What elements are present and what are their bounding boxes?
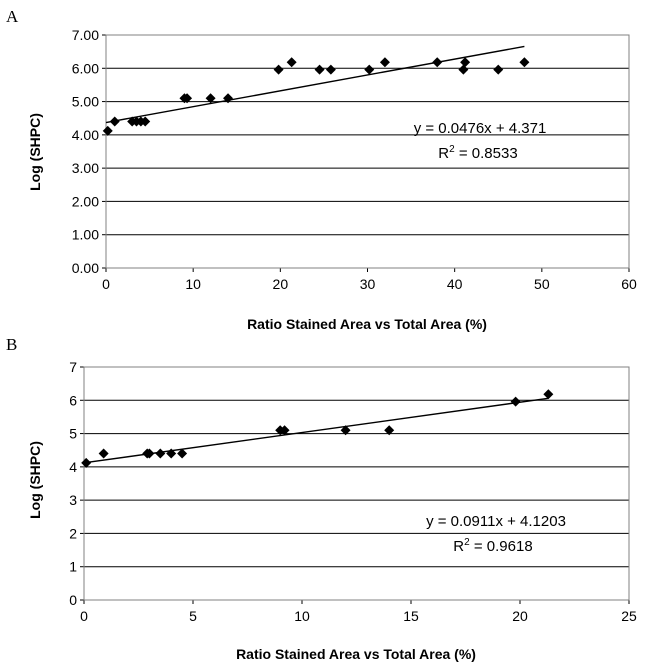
y-tick-label: 2 — [69, 525, 77, 541]
data-point — [166, 448, 177, 459]
r-squared-label: R2 = 0.9618 — [453, 537, 532, 555]
x-tick-label: 5 — [189, 608, 197, 624]
data-point — [279, 425, 290, 436]
y-tick-label: 3.00 — [72, 160, 99, 176]
x-tick-label: 20 — [512, 608, 528, 624]
panel-label: B — [6, 335, 17, 354]
data-point — [460, 57, 471, 68]
y-tick-label: 5 — [69, 426, 77, 442]
data-point — [155, 448, 166, 459]
data-point — [340, 425, 351, 436]
data-point — [379, 57, 390, 68]
x-tick-label: 10 — [185, 276, 201, 292]
data-point — [102, 125, 113, 136]
x-tick-label: 50 — [534, 276, 550, 292]
y-tick-label: 0 — [69, 592, 77, 608]
x-tick-label: 60 — [621, 276, 637, 292]
data-point — [177, 448, 188, 459]
data-points — [81, 389, 554, 468]
data-points — [102, 57, 530, 136]
x-tick-label: 0 — [80, 608, 88, 624]
data-point — [364, 64, 375, 75]
plot-area — [105, 34, 630, 269]
trend-equation: y = 0.0911x + 4.1203 — [426, 513, 566, 530]
x-tick-label: 40 — [447, 276, 463, 292]
y-tick-labels: 0.00 1.00 2.00 3.00 4.00 5.00 6.00 7.00 — [72, 27, 99, 276]
trend-equation: y = 0.0476x + 4.371 — [414, 120, 547, 137]
data-point — [109, 116, 120, 127]
y-tick-label: 5.00 — [72, 94, 99, 110]
data-point — [98, 448, 109, 459]
chart-panel-a: A 0 10 20 30 40 50 60 0.00 1.00 2.00 3.00 4.00 5.00… — [6, 7, 637, 332]
plot-area — [83, 366, 630, 601]
data-point — [140, 116, 151, 127]
y-tick-label: 2.00 — [72, 193, 99, 209]
data-point — [543, 389, 554, 400]
panel-label: A — [6, 7, 19, 26]
y-tick-label: 6 — [69, 392, 77, 408]
y-tick-label: 0.00 — [72, 260, 99, 276]
data-point — [81, 457, 92, 468]
chart-panel-b: B 0 5 10 15 20 25 0 1 2 3 4 5 6 7 Ratio Stained Area… — [6, 335, 637, 662]
y-tick-label: 7 — [69, 359, 77, 375]
data-point — [273, 64, 284, 75]
data-point — [286, 57, 297, 68]
trendline — [105, 45, 525, 124]
x-tick-label: 10 — [294, 608, 310, 624]
y-axis-title: Log (SHPC) — [27, 113, 43, 191]
x-tick-label: 15 — [403, 608, 419, 624]
x-tick-label: 0 — [102, 276, 110, 292]
y-tick-label: 4 — [69, 459, 77, 475]
data-point — [519, 57, 530, 68]
data-point — [223, 93, 234, 104]
data-point — [314, 64, 325, 75]
y-tick-label: 7.00 — [72, 27, 99, 43]
data-point — [144, 448, 155, 459]
data-point — [384, 425, 395, 436]
data-point — [458, 64, 469, 75]
r-squared-label: R2 = 0.8533 — [438, 144, 517, 162]
y-tick-label: 4.00 — [72, 127, 99, 143]
data-point — [205, 93, 216, 104]
y-tick-label: 6.00 — [72, 60, 99, 76]
grid-lines — [80, 366, 630, 604]
data-point — [432, 57, 443, 68]
data-point — [510, 396, 521, 407]
y-tick-label: 1 — [69, 559, 77, 575]
x-axis-title: Ratio Stained Area vs Total Area (%) — [247, 316, 487, 332]
x-axis-title: Ratio Stained Area vs Total Area (%) — [236, 646, 476, 662]
x-tick-labels: 0 10 20 30 40 50 60 — [102, 276, 637, 292]
data-point — [325, 64, 336, 75]
x-tick-labels: 0 5 10 15 20 25 — [80, 608, 637, 624]
y-tick-label: 3 — [69, 492, 77, 508]
x-tick-label: 20 — [273, 276, 289, 292]
y-tick-label: 1.00 — [72, 227, 99, 243]
y-tick-labels: 0 1 2 3 4 5 6 7 — [69, 359, 77, 608]
data-point — [493, 64, 504, 75]
x-tick-label: 30 — [360, 276, 376, 292]
data-point — [182, 93, 193, 104]
x-tick-label: 25 — [621, 608, 637, 624]
y-axis-title: Log (SHPC) — [27, 441, 43, 519]
